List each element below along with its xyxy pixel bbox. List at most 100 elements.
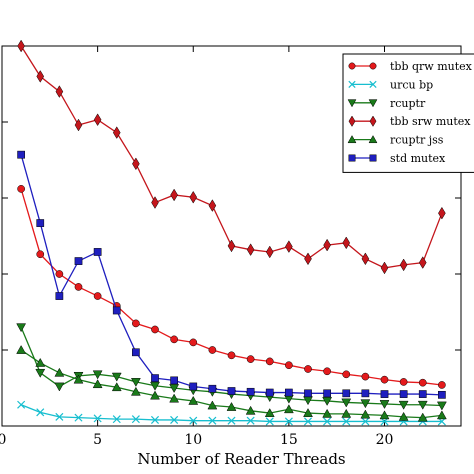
x-tick-label: 5 xyxy=(93,432,102,448)
data-point xyxy=(189,338,198,347)
data-point xyxy=(36,219,45,227)
data-point xyxy=(246,416,255,425)
legend-entry: rcuptr jss xyxy=(347,134,444,147)
data-point xyxy=(380,390,389,398)
data-point xyxy=(361,417,370,426)
data-point xyxy=(16,323,27,333)
data-point xyxy=(150,390,160,400)
data-point xyxy=(303,417,313,426)
legend-marker xyxy=(368,135,378,144)
data-point xyxy=(132,348,140,357)
data-point xyxy=(438,381,446,389)
data-point xyxy=(323,238,331,252)
data-point xyxy=(399,258,408,272)
data-point xyxy=(93,414,102,423)
data-point xyxy=(304,252,312,266)
data-point xyxy=(189,190,198,204)
legend-marker xyxy=(348,115,356,127)
data-point xyxy=(226,401,237,411)
data-point xyxy=(111,382,122,392)
legend-marker xyxy=(347,99,357,108)
data-point xyxy=(112,126,121,139)
data-point xyxy=(418,390,427,398)
data-point xyxy=(111,372,122,382)
data-point xyxy=(17,39,25,53)
data-point xyxy=(342,417,351,426)
data-point xyxy=(379,410,390,420)
data-point xyxy=(436,410,447,420)
data-point xyxy=(208,416,217,425)
legend-marker xyxy=(369,62,377,70)
data-point xyxy=(55,85,64,98)
data-point xyxy=(35,357,46,367)
data-point xyxy=(36,408,45,417)
data-point xyxy=(170,376,178,385)
data-point xyxy=(283,404,294,414)
data-point xyxy=(74,413,83,422)
data-point xyxy=(112,415,121,424)
x-axis: 0 5 10 15 20 xyxy=(0,46,393,448)
x-tick-label: 20 xyxy=(376,432,394,448)
data-point xyxy=(227,351,236,360)
legend-entry: std mutex xyxy=(348,152,446,165)
data-point xyxy=(265,417,274,426)
data-point xyxy=(151,325,159,334)
data-point xyxy=(207,400,218,410)
data-point xyxy=(208,199,217,212)
x-tick-label: 0 xyxy=(0,432,6,448)
data-point xyxy=(227,416,236,425)
data-point xyxy=(342,370,351,379)
data-point xyxy=(130,378,141,387)
data-point xyxy=(265,388,274,397)
data-point xyxy=(322,397,333,406)
data-point xyxy=(323,389,331,398)
data-point xyxy=(151,196,159,209)
data-point xyxy=(74,283,83,291)
legend-marker xyxy=(348,154,356,162)
data-point xyxy=(418,378,427,387)
data-point xyxy=(361,252,370,266)
data-point xyxy=(304,389,312,398)
data-point xyxy=(208,384,217,393)
data-point xyxy=(246,387,255,396)
series-rcuptr-jss xyxy=(16,344,447,422)
data-point xyxy=(150,415,160,424)
data-point xyxy=(264,408,275,417)
data-point xyxy=(17,400,26,409)
data-point xyxy=(436,401,447,411)
plot-frame xyxy=(1,45,462,427)
data-point xyxy=(92,370,103,380)
data-point xyxy=(399,390,408,398)
data-point xyxy=(130,386,141,396)
data-point xyxy=(285,361,293,370)
data-point xyxy=(380,261,389,275)
data-point xyxy=(418,256,427,269)
data-point xyxy=(438,390,446,399)
legend-label: rcuptr xyxy=(390,97,426,110)
data-point xyxy=(55,412,64,421)
data-point xyxy=(379,400,390,409)
legend-marker xyxy=(348,62,356,70)
legend-marker xyxy=(369,80,377,89)
data-point xyxy=(417,412,428,422)
data-point xyxy=(322,408,333,418)
data-point xyxy=(398,411,409,421)
data-point xyxy=(16,344,27,354)
series-rcuptr xyxy=(16,323,447,411)
data-point xyxy=(380,375,389,384)
data-point xyxy=(131,415,140,424)
data-point xyxy=(360,399,371,409)
data-point xyxy=(92,379,103,389)
legend-entry: tbb srw mutex xyxy=(348,115,471,128)
legend: tbb qrw mutex urcu bp rcuptr tbb srw mutex r… xyxy=(342,53,474,173)
data-point xyxy=(93,113,102,127)
data-point xyxy=(17,185,25,193)
legend-box xyxy=(342,53,474,173)
series-tbb-srw-mutex xyxy=(17,39,446,275)
data-point xyxy=(342,389,351,398)
data-point xyxy=(399,378,408,386)
data-point xyxy=(189,382,198,391)
legend-marker xyxy=(347,135,357,144)
data-point xyxy=(170,188,178,202)
plot-area: 0 5 10 15 20 xyxy=(0,39,462,448)
